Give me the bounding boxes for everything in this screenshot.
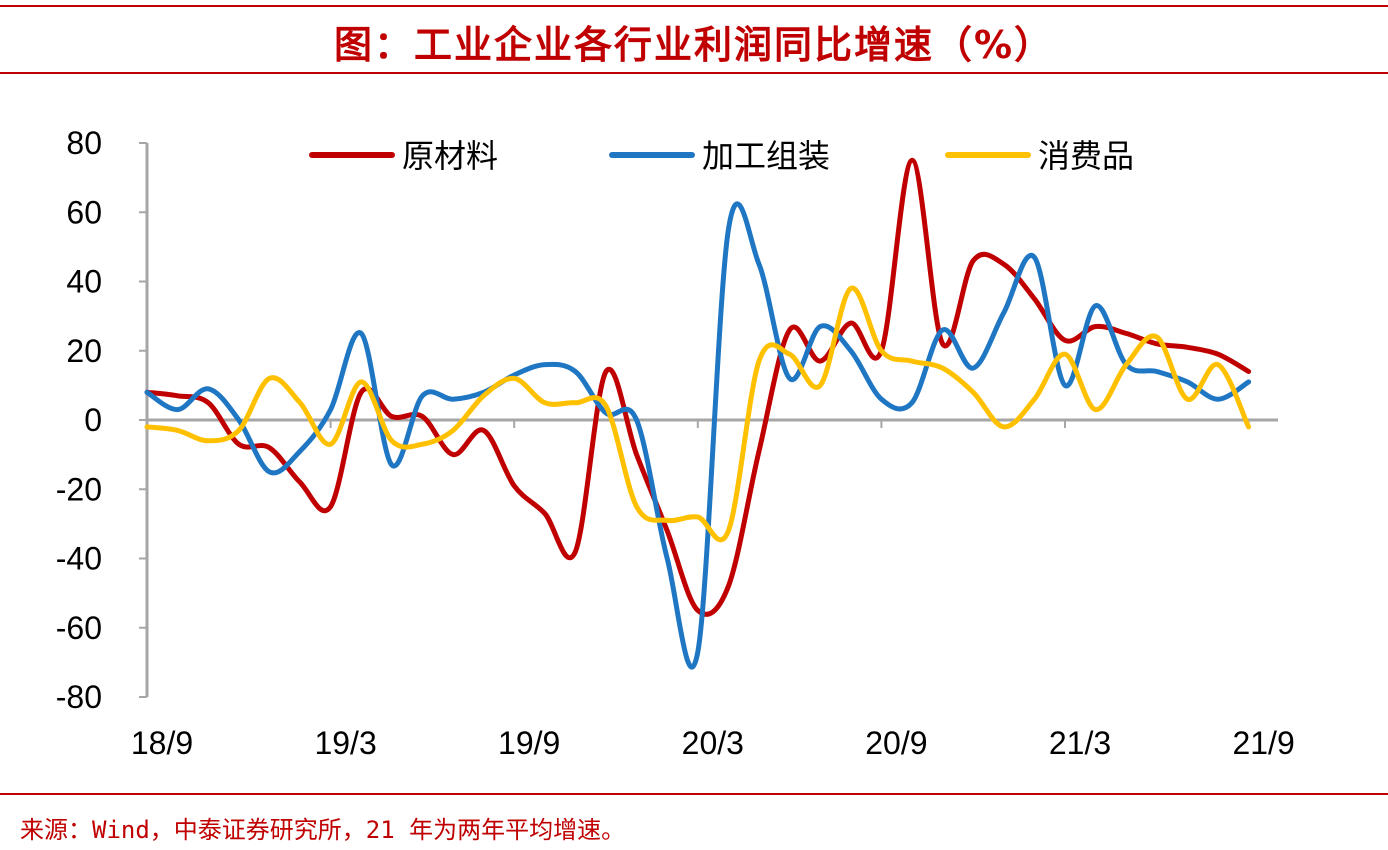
chart-title: 图：工业企业各行业利润同比增速（%）: [333, 23, 1055, 67]
series-line-consumer-goods: [144, 285, 1252, 543]
series-line-raw-materials: [144, 157, 1252, 617]
x-tick-label: 20/9: [865, 725, 927, 761]
series-line-processing-assembly: [144, 201, 1252, 670]
y-tick-label: -20: [56, 471, 102, 507]
x-tick-label: 18/9: [131, 725, 193, 761]
legend-label: 原材料: [402, 137, 498, 175]
y-tick-label: -40: [56, 541, 102, 577]
y-tick-label: 20: [66, 333, 102, 369]
x-tick-label: 21/9: [1232, 725, 1294, 761]
legend-item-consumer-goods: 消费品: [945, 137, 1134, 175]
x-tick-label: 19/3: [314, 725, 376, 761]
top-rule: [0, 5, 1388, 7]
title-underline: [0, 72, 1388, 74]
bottom-rule: [0, 793, 1388, 795]
y-tick-label: 60: [66, 194, 102, 230]
y-tick-label: -60: [56, 610, 102, 646]
y-tick-label: 40: [66, 264, 102, 300]
legend: 原材料 加工组装 消费品: [309, 137, 1134, 175]
line-chart: 18/9 19/3 19/9 20/3 20/9 21/3 21/9 80 60 40 20 0 -2…: [56, 125, 1295, 761]
x-tick-label: 19/9: [498, 725, 560, 761]
legend-label: 加工组装: [702, 137, 830, 175]
legend-label: 消费品: [1038, 137, 1134, 175]
legend-item-processing-assembly: 加工组装: [609, 137, 830, 175]
x-tick-label: 20/3: [682, 725, 744, 761]
series-lines: [144, 157, 1252, 670]
y-tick-label: 80: [66, 125, 102, 161]
x-tick-label: 21/3: [1049, 725, 1111, 761]
y-tick-labels: 80 60 40 20 0 -20 -40 -60 -80: [56, 125, 102, 715]
legend-item-raw-materials: 原材料: [309, 137, 498, 175]
source-note: 来源：Wind，中泰证券研究所，21 年为两年平均增速。: [20, 816, 626, 844]
y-tick-label: 0: [84, 402, 102, 438]
x-tick-labels: 18/9 19/3 19/9 20/3 20/9 21/3 21/9: [131, 725, 1295, 761]
y-tick-label: -80: [56, 679, 102, 715]
